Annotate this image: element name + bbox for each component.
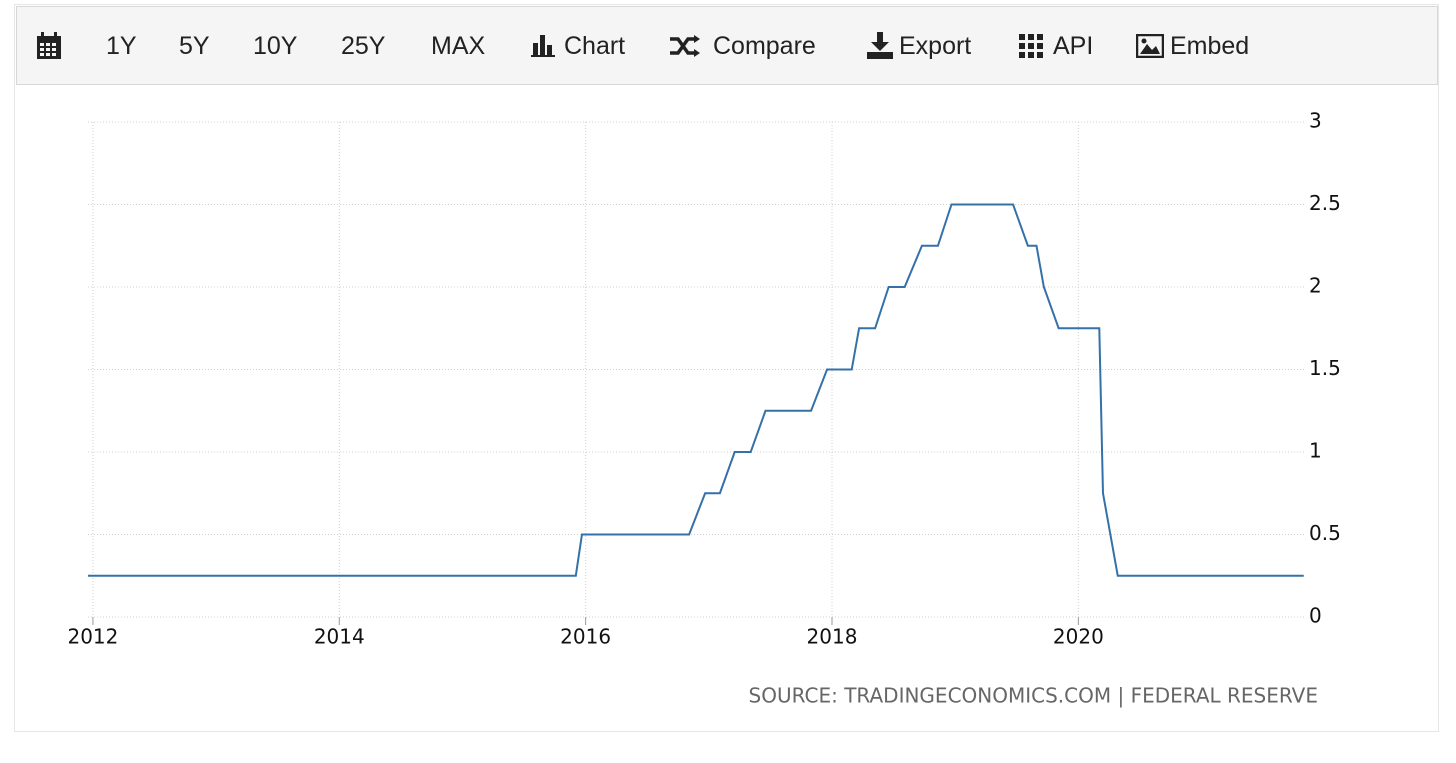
x-tick-label: 2016 xyxy=(560,625,611,649)
y-tick-label: 2 xyxy=(1309,274,1322,298)
widget-frame xyxy=(14,4,1439,732)
y-tick-label: 1 xyxy=(1309,439,1322,463)
range-button[interactable]: 5Y xyxy=(179,32,210,60)
chart-icon[interactable] xyxy=(531,35,555,57)
toolbar: 1Y 5Y 10Y 25Y MAX Chart Compare Export A… xyxy=(16,6,1438,85)
y-tick-label: 0.5 xyxy=(1309,521,1341,545)
x-tick-label: 2014 xyxy=(314,625,365,649)
y-tick-label: 0 xyxy=(1309,604,1322,628)
y-tick-label: 2.5 xyxy=(1309,191,1341,215)
range-button[interactable]: 10Y xyxy=(253,32,298,60)
compare-button[interactable]: Compare xyxy=(713,32,816,60)
api-button[interactable]: API xyxy=(1053,32,1094,60)
x-tick-label: 2012 xyxy=(67,625,118,649)
source-note: SOURCE: TRADINGECONOMICS.COM | FEDERAL R… xyxy=(749,684,1318,708)
range-button[interactable]: 1Y xyxy=(106,32,137,60)
export-icon[interactable] xyxy=(867,32,893,59)
api-icon[interactable] xyxy=(1019,34,1043,58)
chart-button[interactable]: Chart xyxy=(564,32,626,60)
x-tick-label: 2020 xyxy=(1053,625,1104,649)
embed-icon[interactable] xyxy=(1136,34,1164,58)
y-tick-label: 1.5 xyxy=(1309,356,1341,380)
y-tick-label: 3 xyxy=(1309,109,1322,133)
embed-button[interactable]: Embed xyxy=(1170,32,1250,60)
x-tick-label: 2018 xyxy=(807,625,858,649)
range-button[interactable]: MAX xyxy=(431,32,486,60)
range-button[interactable]: 25Y xyxy=(341,32,386,60)
compare-icon[interactable] xyxy=(670,35,700,57)
export-button[interactable]: Export xyxy=(899,32,972,60)
data-line xyxy=(88,203,1304,577)
calendar-icon[interactable] xyxy=(36,32,62,60)
